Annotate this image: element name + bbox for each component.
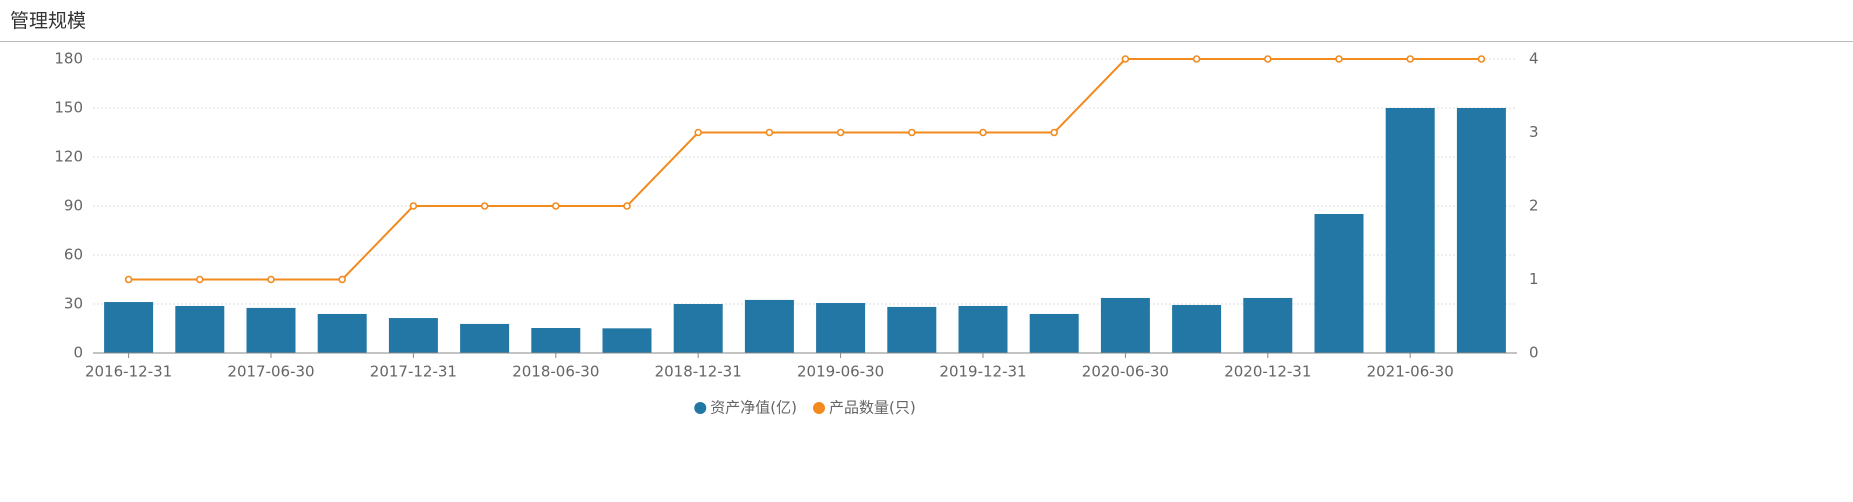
bar [1029, 313, 1079, 353]
bar [673, 304, 723, 353]
x-tick-label: 2017-06-30 [227, 363, 314, 381]
line-point [836, 128, 845, 137]
bar [1243, 297, 1293, 353]
legend-marker [813, 402, 825, 414]
line-point [1335, 55, 1343, 63]
line-point [267, 275, 275, 284]
bar [602, 328, 652, 353]
y-tick-label: 90 [64, 197, 83, 215]
line-point [1050, 128, 1058, 137]
y2-tick-label: 2 [1529, 197, 1539, 215]
x-tick-label: 2020-12-31 [1224, 363, 1311, 381]
line-point [694, 128, 703, 137]
bar [246, 307, 296, 353]
bar [388, 318, 438, 353]
bar [887, 306, 937, 353]
line-point [1264, 55, 1272, 63]
y-tick-label: 60 [64, 246, 83, 264]
line-point [1121, 55, 1130, 63]
bar [1314, 214, 1364, 353]
x-tick-label: 2020-06-30 [1082, 363, 1169, 381]
line-point [1477, 55, 1486, 63]
bar [531, 328, 581, 353]
y-tick-label: 180 [54, 50, 83, 68]
line-point [765, 128, 774, 137]
line [128, 58, 1482, 281]
line-point [623, 202, 631, 210]
y-tick-label: 30 [64, 295, 83, 313]
x-tick-label: 2018-12-31 [655, 363, 742, 381]
x-tick-label: 2016-12-31 [85, 363, 172, 381]
bar [317, 313, 367, 353]
y-tick-label: 120 [54, 148, 83, 166]
bar [104, 302, 154, 353]
legend: 资产净值(亿) 产品数量(只) [694, 399, 916, 417]
bar [816, 303, 866, 353]
y2-tick-label: 1 [1529, 270, 1539, 288]
bar [958, 305, 1008, 353]
y2-tick-label: 3 [1529, 123, 1539, 141]
legend-label: 资产净值(亿) [710, 399, 797, 417]
line-point [1192, 55, 1201, 63]
line-point [480, 202, 489, 210]
line-point [907, 128, 916, 137]
x-tick-label: 2018-06-30 [512, 363, 599, 381]
y-tick-label: 150 [54, 99, 83, 117]
bar [744, 299, 794, 353]
x-tick-label: 2017-12-31 [370, 363, 457, 381]
divider [0, 41, 1853, 42]
line-point [1406, 55, 1414, 63]
panel-title: 管理规模 [10, 10, 87, 32]
bar [460, 323, 510, 353]
line-point [409, 202, 418, 210]
x-tick-label: 2019-12-31 [939, 363, 1026, 381]
bar [1100, 297, 1150, 353]
legend-marker [694, 402, 707, 414]
x-tick-label: 2019-06-30 [797, 363, 884, 381]
line-point [551, 202, 560, 210]
line-point [338, 275, 347, 284]
line-point [124, 275, 133, 284]
y2-tick-label: 0 [1529, 344, 1539, 362]
line-point [979, 128, 987, 137]
legend-label: 产品数量(只) [829, 399, 916, 417]
bar [1172, 304, 1222, 353]
line-point [196, 275, 204, 284]
y2-tick-label: 4 [1529, 50, 1539, 68]
bar [1456, 108, 1506, 353]
x-tick-label: 2021-06-30 [1367, 363, 1454, 381]
bar [175, 305, 225, 353]
y-tick-label: 0 [73, 344, 83, 362]
bar [1385, 108, 1435, 353]
